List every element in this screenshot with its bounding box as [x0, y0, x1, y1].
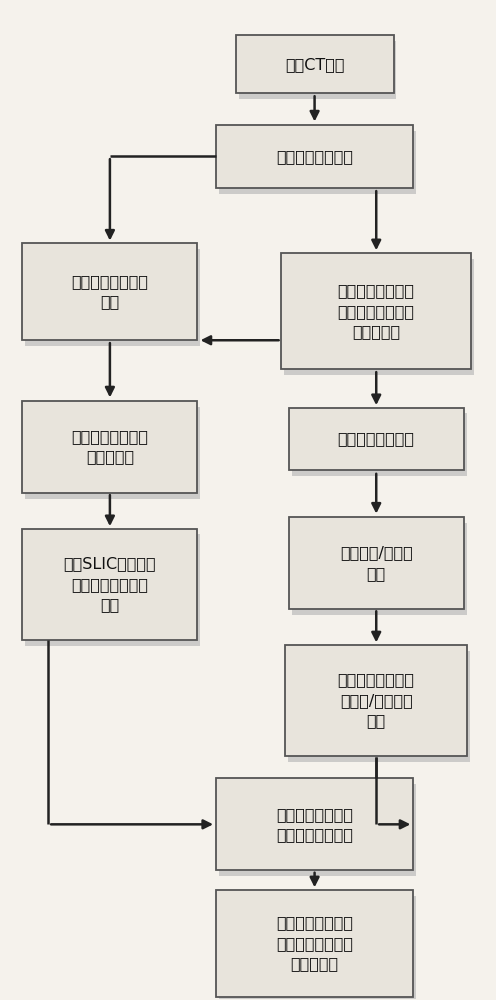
FancyBboxPatch shape [281, 253, 471, 369]
FancyBboxPatch shape [285, 645, 468, 756]
Text: 原始CT数据: 原始CT数据 [285, 57, 344, 72]
FancyBboxPatch shape [236, 35, 393, 93]
Text: 分析体数据直方图: 分析体数据直方图 [276, 149, 353, 164]
Text: 选取最大肝脏切片: 选取最大肝脏切片 [338, 432, 415, 447]
FancyBboxPatch shape [239, 41, 396, 99]
FancyBboxPatch shape [22, 529, 197, 640]
FancyBboxPatch shape [25, 534, 200, 646]
FancyBboxPatch shape [288, 651, 470, 762]
FancyBboxPatch shape [216, 778, 413, 870]
Text: 采用SLIC算法对体
数据过分割生成超
体素: 采用SLIC算法对体 数据过分割生成超 体素 [63, 556, 156, 612]
FancyBboxPatch shape [216, 890, 413, 997]
Text: 选取前景/背景种
子点: 选取前景/背景种 子点 [340, 545, 413, 581]
FancyBboxPatch shape [289, 408, 464, 470]
Text: 采用形态学、中值
滤波等对分割结果
进行后处理: 采用形态学、中值 滤波等对分割结果 进行后处理 [276, 916, 353, 971]
Text: 采用图割算法对体
数据进行肝脏分割: 采用图割算法对体 数据进行肝脏分割 [276, 807, 353, 842]
FancyBboxPatch shape [25, 249, 200, 346]
FancyBboxPatch shape [219, 784, 416, 876]
Text: 采用高斯混合模型
对前景/背景颜色
建模: 采用高斯混合模型 对前景/背景颜色 建模 [338, 673, 415, 728]
FancyBboxPatch shape [292, 523, 467, 615]
FancyBboxPatch shape [22, 243, 197, 340]
FancyBboxPatch shape [25, 407, 200, 499]
Text: 提取体数据中肝脏
感兴趣区域: 提取体数据中肝脏 感兴趣区域 [71, 429, 148, 464]
FancyBboxPatch shape [219, 131, 416, 194]
FancyBboxPatch shape [219, 896, 416, 1000]
Text: 采用自适应阈值及
形态学方法逐层分
析肝脏区域: 采用自适应阈值及 形态学方法逐层分 析肝脏区域 [338, 283, 415, 339]
FancyBboxPatch shape [289, 517, 464, 609]
Text: 自适应图像对比度
增强: 自适应图像对比度 增强 [71, 274, 148, 310]
FancyBboxPatch shape [216, 125, 413, 188]
FancyBboxPatch shape [292, 413, 467, 476]
FancyBboxPatch shape [284, 259, 474, 375]
FancyBboxPatch shape [22, 401, 197, 493]
